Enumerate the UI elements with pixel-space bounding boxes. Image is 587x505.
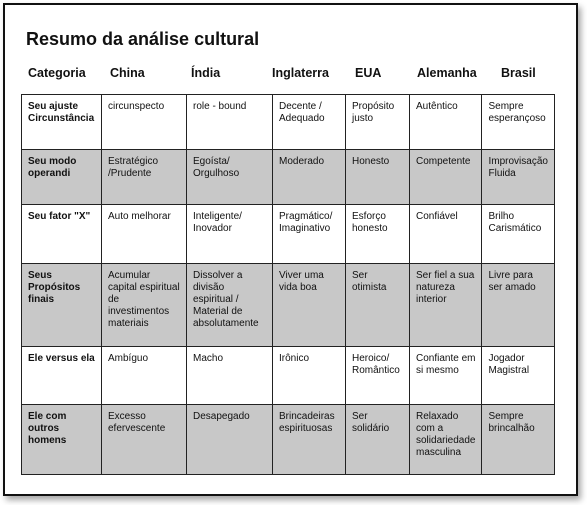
header-china: China	[110, 66, 145, 80]
table-cell: Pragmático/ Imaginativo	[272, 204, 346, 264]
table-cell: Macho	[186, 346, 273, 405]
header-india: Índia	[191, 66, 221, 80]
table-cell: circunspecto	[101, 94, 187, 150]
table-cell: Viver uma vida boa	[272, 263, 346, 347]
table-cell: Sempre esperançoso	[481, 94, 555, 150]
table-row: Ele versus ela Ambíguo Macho Irônico Her…	[21, 346, 555, 405]
table-cell: Desapegado	[186, 404, 273, 475]
row-label: Seu modo operandi	[21, 149, 102, 205]
header-categoria: Categoria	[28, 66, 86, 80]
table-cell: Egoísta/ Orgulhoso	[186, 149, 273, 205]
table-cell: Competente	[408, 149, 483, 205]
table-cell: Decente / Adequado	[272, 94, 346, 150]
table-cell: Excesso efervescente	[101, 404, 187, 475]
header-alemanha: Alemanha	[417, 66, 477, 80]
header-inglaterra: Inglaterra	[272, 66, 329, 80]
table-cell: Brincadeiras espirituosas	[272, 404, 346, 475]
table-cell: Heroico/ Romântico	[345, 346, 410, 405]
culture-table: Seu ajuste Circunstância circunspecto ro…	[21, 94, 555, 475]
table-cell: Confiante em si mesmo	[408, 346, 483, 405]
row-label: Seu ajuste Circunstância	[21, 94, 102, 150]
table-cell: Brilho Carismático	[481, 204, 555, 264]
table-cell: Ser fiel a sua natureza interior	[408, 263, 483, 347]
table-cell: Moderado	[272, 149, 346, 205]
table-cell: Auto melhorar	[101, 204, 187, 264]
table-cell: Inteligente/ Inovador	[186, 204, 273, 264]
table-cell: Autêntico	[408, 94, 483, 150]
table-cell: Esforço honesto	[345, 204, 410, 264]
table-row: Seus Propósitos finais Acumular capital …	[21, 263, 555, 347]
table-cell: Improvisação Fluida	[481, 149, 555, 205]
document-title: Resumo da análise cultural	[26, 29, 260, 49]
table-cell: Sempre brincalhão	[481, 404, 555, 475]
table-cell: Ser solidário	[345, 404, 410, 475]
table-cell: Relaxado com a solidariedade masculina	[408, 404, 483, 475]
table-cell: role - bound	[186, 94, 273, 150]
table-cell: Ser otimista	[345, 263, 410, 347]
row-label: Seus Propósitos finais	[21, 263, 102, 347]
table-cell: Confiável	[408, 204, 483, 264]
table-cell: Jogador Magistral	[481, 346, 555, 405]
table-cell: Livre para ser amado	[481, 263, 555, 347]
table-cell: Acumular capital espiritual de investime…	[101, 263, 187, 347]
header-brasil: Brasil	[501, 66, 536, 80]
table-row: Ele com outros homens Excesso efervescen…	[21, 404, 555, 475]
table-row: Seu ajuste Circunstância circunspecto ro…	[21, 94, 555, 150]
table-cell: Ambíguo	[101, 346, 187, 405]
row-label: Seu fator "X"	[21, 204, 102, 264]
table-cell: Estratégico /Prudente	[101, 149, 187, 205]
table-row: Seu modo operandi Estratégico /Prudente …	[21, 149, 555, 205]
table-row: Seu fator "X" Auto melhorar Inteligente/…	[21, 204, 555, 264]
table-cell: Dissolver a divisão espiritual / Materia…	[186, 263, 273, 347]
row-label: Ele versus ela	[21, 346, 102, 405]
table-cell: Propósito justo	[345, 94, 410, 150]
table-cell: Honesto	[345, 149, 410, 205]
header-eua: EUA	[355, 66, 382, 80]
row-label: Ele com outros homens	[21, 404, 102, 475]
table-cell: Irônico	[272, 346, 346, 405]
